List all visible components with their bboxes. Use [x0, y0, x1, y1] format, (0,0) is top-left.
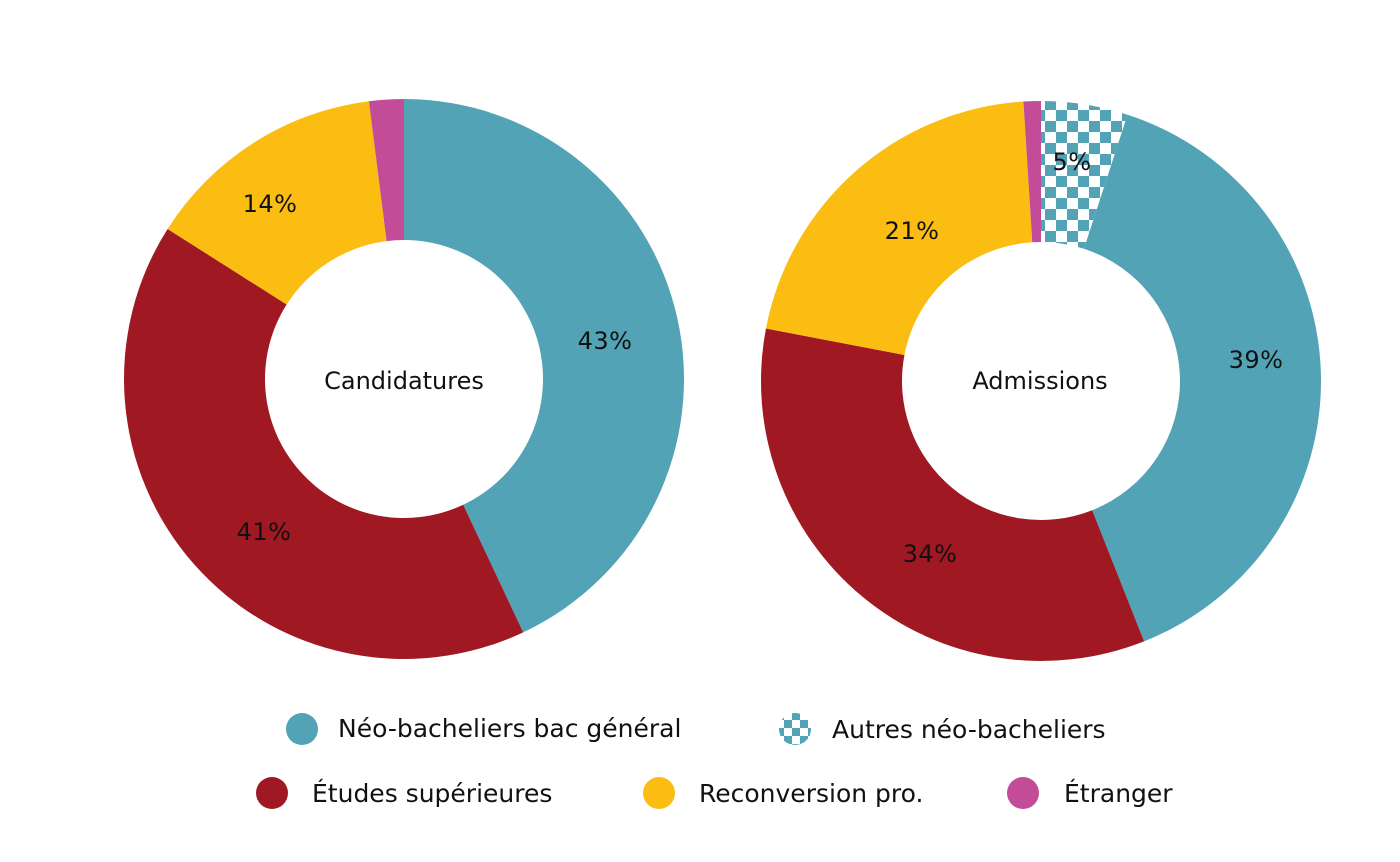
slice-neo-bac-general [404, 99, 684, 633]
legend-item-reconversion: Reconversion pro. [643, 777, 923, 809]
legend-swatch [779, 713, 811, 745]
slice-label-etudes-superieures: 34% [903, 540, 958, 568]
slice-label-neo-bac-general: 43% [578, 327, 633, 355]
legend-label: Néo-bacheliers bac général [338, 714, 681, 743]
slice-autres-neo-bacheliers [1041, 101, 1128, 249]
donut-center-title: Candidatures [324, 367, 484, 395]
legend-swatch [643, 777, 675, 809]
slice-reconversion [765, 101, 1033, 355]
legend-item-etranger: Étranger [1007, 777, 1173, 809]
legend-label: Autres néo-bacheliers [832, 715, 1106, 744]
slice-label-etudes-superieures: 41% [237, 518, 292, 546]
legend-label: Étranger [1064, 779, 1173, 808]
slice-label-reconversion: 14% [243, 190, 298, 218]
legend-item-autres-neo-bacheliers: Autres néo-bacheliers [779, 713, 1106, 745]
slice-etudes-superieures [761, 328, 1145, 661]
legend-swatch [256, 777, 288, 809]
donut-center-title: Admissions [972, 367, 1107, 395]
donut-candidatures: 43% 41% 14% Candidatures [123, 99, 684, 660]
legend-label: Reconversion pro. [699, 779, 923, 808]
slice-label-autres-neo-bacheliers: 5% [1052, 148, 1091, 176]
legend-label: Études supérieures [312, 779, 552, 808]
slice-label-neo-bac-general: 39% [1229, 346, 1284, 374]
legend-item-neo-bac-general: Néo-bacheliers bac général [286, 713, 681, 745]
slice-etranger [1023, 101, 1041, 243]
slice-neo-bac-general [1083, 114, 1321, 642]
slice-etudes-superieures [123, 228, 524, 660]
legend-swatch [286, 713, 318, 745]
donut-admissions: 39% 5% 34% 21% Admissions [761, 101, 1321, 661]
legend: Néo-bacheliers bac général Autres néo-ba… [256, 713, 1173, 809]
legend-item-etudes-superieures: Études supérieures [256, 777, 552, 809]
slice-label-reconversion: 21% [885, 217, 940, 245]
legend-swatch [1007, 777, 1039, 809]
slice-reconversion [167, 101, 387, 305]
slice-etranger [368, 99, 404, 242]
